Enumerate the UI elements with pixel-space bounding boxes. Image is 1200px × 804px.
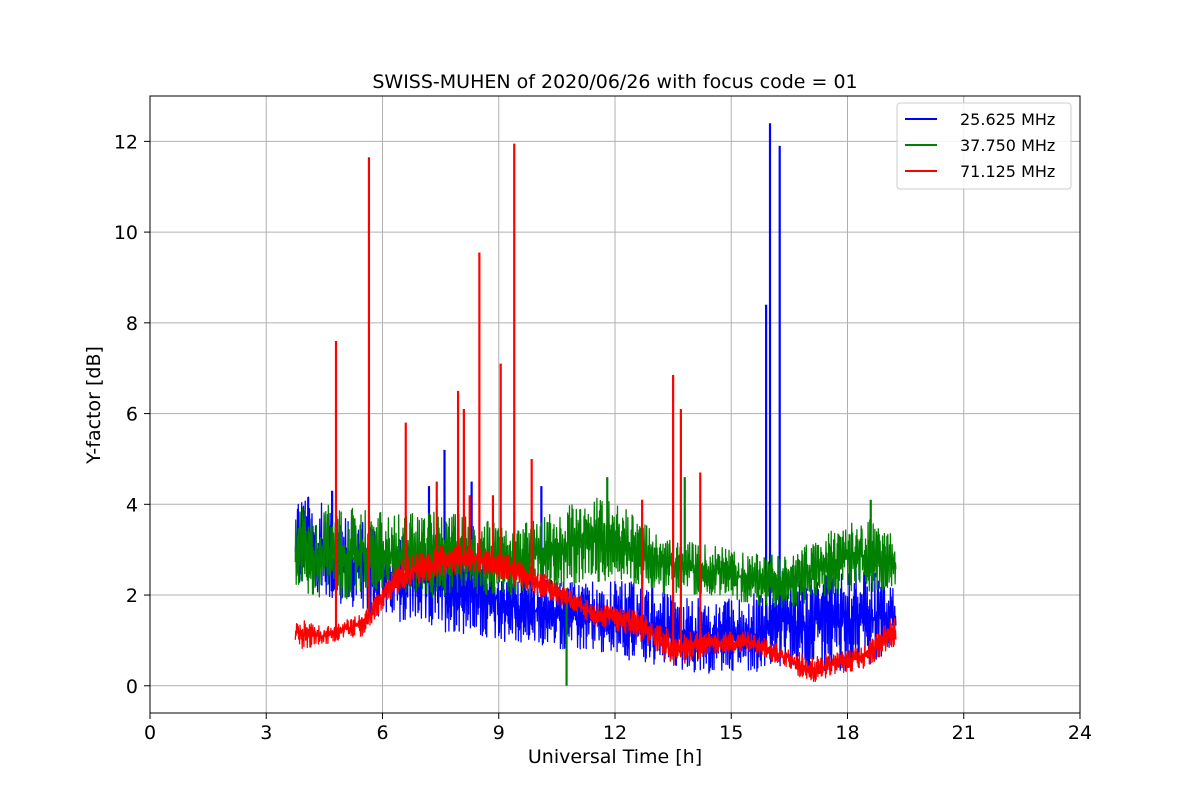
x-tick-label: 0 <box>144 722 156 744</box>
x-tick-label: 18 <box>835 722 859 744</box>
y-tick-label: 6 <box>126 404 138 426</box>
y-axis-label: Y-factor [dB] <box>83 346 105 465</box>
x-tick-label: 3 <box>260 722 272 744</box>
x-tick-label: 24 <box>1068 722 1092 744</box>
legend: 25.625 MHz 37.750 MHz 71.125 MHz <box>896 102 1072 190</box>
legend-label: 71.125 MHz <box>960 162 1055 181</box>
series-trace <box>294 497 897 609</box>
y-tick-label: 4 <box>126 494 138 516</box>
x-tick-label: 21 <box>952 722 976 744</box>
legend-box <box>896 102 1072 190</box>
x-tick-label: 6 <box>376 722 388 744</box>
series-layer <box>294 123 897 686</box>
y-tick-label: 0 <box>126 676 138 698</box>
series-trace <box>294 544 897 683</box>
x-tick-label: 9 <box>493 722 505 744</box>
y-tick-label: 8 <box>126 313 138 335</box>
y-tick-label: 10 <box>114 222 138 244</box>
series-2 <box>294 143 897 683</box>
series-1 <box>294 477 897 686</box>
x-tick-label: 12 <box>603 722 627 744</box>
legend-label: 37.750 MHz <box>960 136 1055 155</box>
y-tick-label: 12 <box>114 131 138 153</box>
x-axis-label: Universal Time [h] <box>528 746 702 768</box>
y-tick-label: 2 <box>126 585 138 607</box>
legend-label: 25.625 MHz <box>960 110 1055 129</box>
x-tick-label: 15 <box>719 722 743 744</box>
chart-title: SWISS-MUHEN of 2020/06/26 with focus cod… <box>372 71 857 93</box>
